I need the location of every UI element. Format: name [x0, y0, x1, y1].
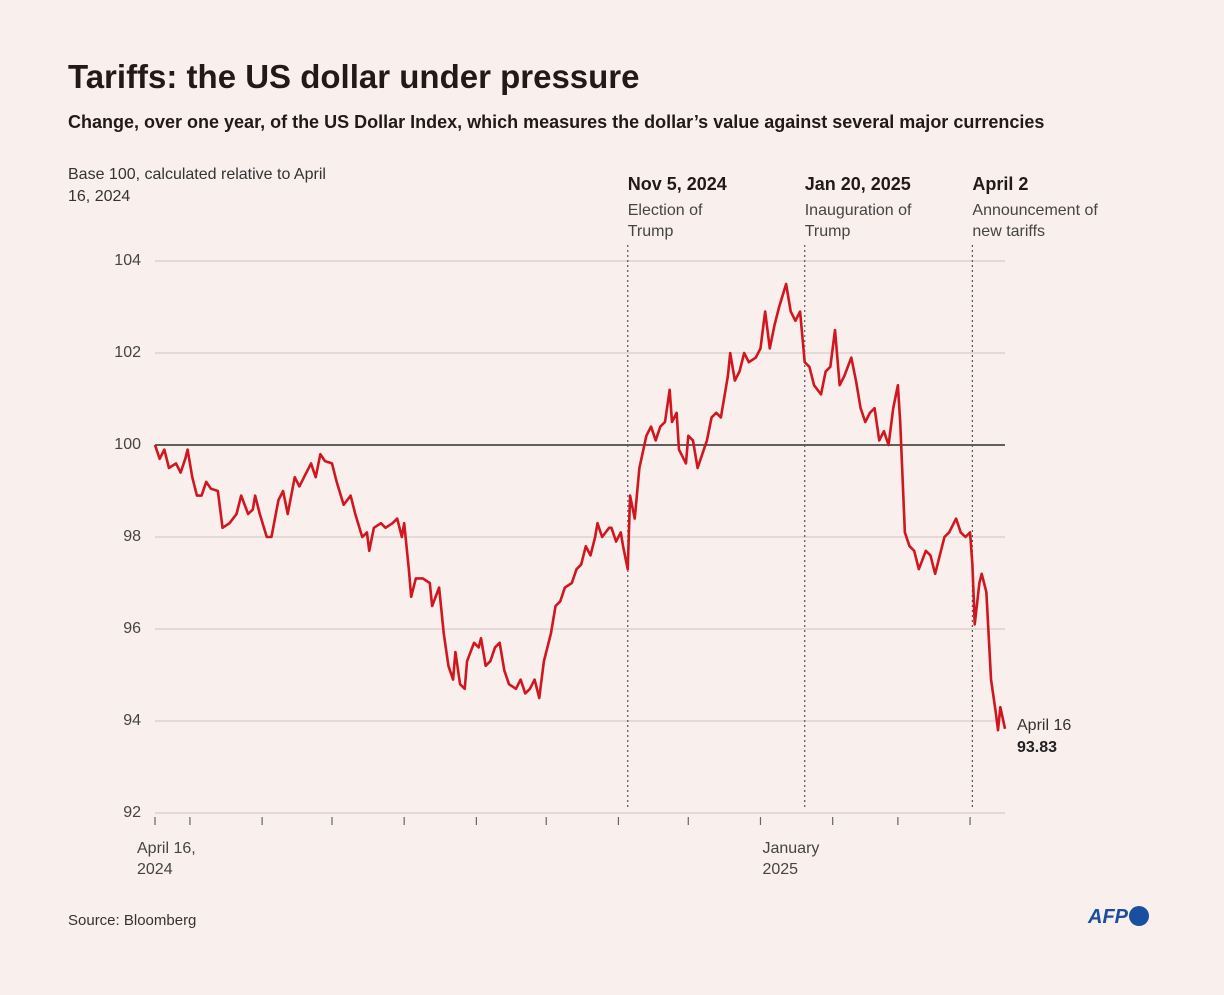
y-tick-label: 96: [123, 620, 141, 637]
source: Source: Bloomberg: [68, 912, 197, 929]
event-label: April 2: [972, 174, 1029, 194]
y-tick-label: 98: [123, 528, 141, 545]
y-tick-label: 100: [114, 436, 141, 453]
chart-subtitle: Change, over one year, of the US Dollar …: [68, 112, 1045, 132]
x-tick-label: January 2025: [762, 840, 820, 878]
logo: AFP: [1088, 906, 1149, 929]
event-label: Nov 5, 2024: [627, 174, 727, 194]
x-tick-label: April 16, 2024: [137, 840, 196, 878]
y-tick-label: 94: [123, 712, 141, 729]
event-label: Jan 20, 2025: [804, 174, 911, 194]
y-tick-label: 102: [114, 344, 141, 361]
data-line: [153, 282, 1007, 732]
chart-title: Tariffs: the US dollar under pressure: [68, 58, 640, 95]
end-date-label: April 16: [1017, 717, 1072, 734]
event-text: Announcement of new tariffs: [972, 202, 1098, 240]
event-text: Election of Trump: [627, 202, 703, 240]
end-value-label: 93.83: [1017, 739, 1058, 756]
y-tick-label: 104: [114, 252, 141, 269]
logo-text: AFP: [1088, 906, 1128, 928]
y-axis-label: Base 100, calculated relative to April 1…: [68, 166, 326, 205]
y-tick-label: 92: [123, 804, 141, 821]
event-text: Inauguration of Trump: [804, 202, 912, 240]
logo-dot: [1129, 906, 1149, 926]
